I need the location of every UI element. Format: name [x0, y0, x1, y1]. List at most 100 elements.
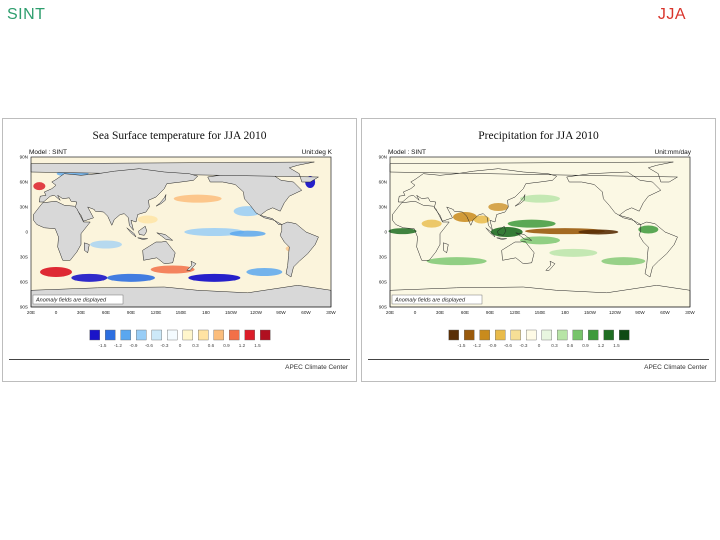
note-box	[32, 294, 124, 305]
colorbar-level-label: 0.6	[567, 343, 574, 348]
lon-tick-label: 30E	[436, 310, 444, 315]
lon-tick-label: 90E	[486, 310, 494, 315]
land-indonesia-2	[137, 237, 148, 240]
colorbar-level-label: 0.9	[582, 343, 589, 348]
sst-unit-label: Unit:deg K	[301, 149, 332, 156]
colorbar-level-label: 0.9	[223, 343, 230, 348]
land-borneo	[138, 225, 148, 236]
prcp-wet-southern-pacific-east	[601, 257, 646, 266]
prcp-wet-gulf-of-guinea	[388, 228, 417, 235]
lon-tick-label: 180	[561, 310, 569, 315]
lon-tick-label: 20E	[27, 310, 35, 315]
lat-tick-label: 60N	[379, 180, 387, 185]
colorbar-swatch	[198, 329, 209, 341]
land-new-guinea	[156, 232, 174, 241]
colorbar-swatch	[495, 329, 506, 341]
lon-tick-label: 120E	[510, 310, 521, 315]
lon-tick-label: 60E	[461, 310, 469, 315]
sst-credit: APEC Climate Center	[285, 364, 348, 371]
land-eurasia	[398, 168, 558, 231]
land-japan	[514, 194, 526, 207]
land-indonesia-1	[126, 227, 137, 238]
colorbar-level-label: 0.6	[208, 343, 215, 348]
note-text: Anomaly fields are displayed	[394, 298, 466, 304]
lon-tick-label: 60W	[301, 310, 311, 315]
land-australia	[501, 240, 535, 264]
colorbar-swatch	[541, 329, 552, 341]
colorbar-level-label: 1.5	[613, 343, 620, 348]
lon-tick-label: 120E	[151, 310, 162, 315]
lat-tick-label: 30S	[20, 255, 28, 260]
lat-tick-label: 30N	[379, 205, 387, 210]
map-frame	[30, 156, 332, 308]
land-new-zealand	[186, 260, 197, 271]
lat-tick-label: 90S	[20, 305, 28, 310]
lon-tick-label: 150E	[176, 310, 187, 315]
colorbar-swatch	[260, 329, 271, 341]
lon-tick-label: 30W	[685, 310, 695, 315]
colorbar-level-label: 0.3	[192, 343, 199, 348]
colorbar-level-label: 1.5	[254, 343, 261, 348]
precip-footer-rule	[368, 359, 709, 360]
land-new-zealand	[545, 260, 556, 271]
lon-tick-label: 150E	[535, 310, 546, 315]
colorbar-swatch	[448, 329, 459, 341]
land-greenland	[389, 161, 679, 183]
sst-cold-south-pacific	[188, 273, 241, 282]
land-africa	[392, 200, 450, 261]
colorbar-level-label: 1.2	[598, 343, 605, 348]
precip-unit-label: Unit:mm/day	[654, 149, 691, 156]
sst-footer-rule	[9, 359, 350, 360]
lon-tick-label: 180	[202, 310, 210, 315]
colorbar-swatch	[464, 329, 475, 341]
lon-tick-label: 150W	[225, 310, 238, 315]
lat-tick-label: 90S	[379, 305, 387, 310]
colorbar-level-label: -0.9	[489, 343, 497, 348]
colorbar-swatch	[244, 329, 255, 341]
colorbar-level-label: 1.2	[239, 343, 246, 348]
colorbar-level-label: -1.5	[99, 343, 107, 348]
colorbar-swatch	[120, 329, 131, 341]
sst-cold-south-pacific-east	[246, 268, 283, 276]
prcp-wet-west-pacific	[507, 219, 556, 228]
land-new-guinea	[515, 232, 533, 241]
colorbar-level-label: -0.3	[161, 343, 169, 348]
colorbar-level-label: -1.5	[458, 343, 466, 348]
prcp-wet-southern-indian	[426, 257, 487, 266]
lat-tick-label: 0	[25, 230, 28, 235]
colorbar-swatch	[603, 329, 614, 341]
land-madagascar	[84, 242, 90, 254]
colorbar-swatch	[89, 329, 100, 341]
lon-tick-label: 0	[55, 310, 58, 315]
colorbar-level-label: -1.2	[473, 343, 481, 348]
sst-warm-ne-atlantic	[33, 182, 46, 191]
lon-tick-label: 90W	[635, 310, 645, 315]
prcp-dry-east-pacific	[578, 229, 619, 235]
continents	[389, 161, 691, 308]
land-indonesia-1	[485, 227, 496, 238]
lon-tick-label: 120W	[609, 310, 622, 315]
lat-tick-label: 90N	[20, 155, 28, 160]
lon-tick-label: 150W	[584, 310, 597, 315]
lon-tick-label: 0	[414, 310, 417, 315]
land-south-america	[279, 221, 319, 278]
sst-cold-indian	[90, 240, 122, 249]
colorbar-swatch	[151, 329, 162, 341]
colorbar-level-label: -0.3	[520, 343, 528, 348]
lat-tick-label: 60N	[20, 180, 28, 185]
prcp-dry-bay-of-bengal	[473, 215, 490, 224]
colorbar-level-label: -0.9	[130, 343, 138, 348]
colorbar-swatch	[588, 329, 599, 341]
lon-tick-label: 60W	[660, 310, 670, 315]
colorbar-swatch	[557, 329, 568, 341]
colorbar-level-label: 0	[538, 343, 541, 348]
sst-map-panel: Sea Surface temperature for JJA 2010 Mod…	[2, 118, 357, 382]
prcp-dry-china	[488, 203, 509, 211]
sst-cold-south-indian-east	[107, 273, 155, 282]
colorbar-swatch	[526, 329, 537, 341]
land-indonesia-2	[496, 237, 507, 240]
lon-tick-label: 30E	[77, 310, 85, 315]
lon-tick-label: 60E	[102, 310, 110, 315]
